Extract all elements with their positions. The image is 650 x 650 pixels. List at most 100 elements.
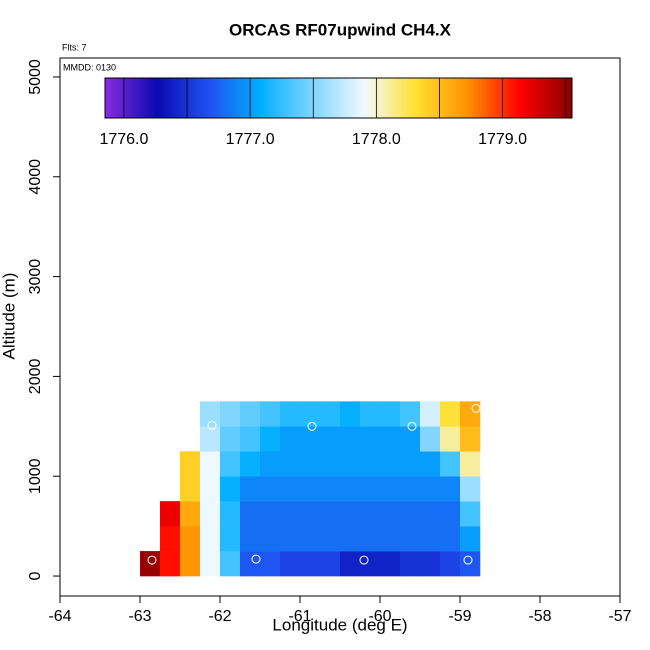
heatmap-cell [460,526,481,552]
y-tick-label: 0 [27,571,44,580]
heatmap-cell [460,401,481,427]
heatmap-cell [280,451,301,477]
heatmap-cell [440,426,461,452]
colorbar-tick-label: 1778.0 [352,131,401,148]
heatmap-cell [320,476,341,502]
heatmap-cell [220,476,241,502]
heatmap-cell [340,526,361,552]
heatmap-cell [300,551,321,577]
heatmap-cell [400,476,421,502]
heatmap-cell [280,501,301,527]
heatmap-cell [460,501,481,527]
heatmap-cell [380,426,401,452]
heatmap-cell [220,551,241,577]
y-tick-label: 1000 [27,458,44,494]
heatmap-cell [200,501,221,527]
heatmap-cell [380,401,401,427]
heatmap-cell [240,501,261,527]
heatmap-cell [220,526,241,552]
heatmap-cell [340,451,361,477]
x-tick-label: -59 [448,608,471,625]
heatmap-cell [400,551,421,577]
heatmap-cell [440,526,461,552]
heatmap-cell [220,401,241,427]
flight-point [307,421,317,431]
heatmap-cell [420,451,441,477]
heatmap-cell [420,426,441,452]
flight-point [359,555,369,565]
heatmap-cell [440,501,461,527]
heatmap-cell [300,401,321,427]
heatmap-cell [420,501,441,527]
colorbar [104,77,573,119]
colorbar-tick-label: 1776.0 [99,131,148,148]
heatmap-cell [360,476,381,502]
heatmap-cell [400,451,421,477]
heatmap-cell [160,551,181,577]
heatmap-cell [440,401,461,427]
y-axis-label: Altitude (m) [0,273,18,360]
heatmap-cell [400,426,421,452]
heatmap-cell [320,426,341,452]
x-tick-label: -57 [608,608,631,625]
y-tick-label: 3000 [27,259,44,295]
heatmap-cell [340,551,361,577]
heatmap-cell [380,551,401,577]
x-tick-label: -62 [208,608,231,625]
heatmap-cell [260,501,281,527]
x-tick-label: -60 [368,608,391,625]
heatmap-cell [200,526,221,552]
heatmap-cell [320,451,341,477]
heatmap-cell [200,426,221,452]
heatmap-cell [260,426,281,452]
heatmap-cell [260,476,281,502]
heatmap-cell [280,401,301,427]
heatmap-cell [180,551,201,577]
heatmap-cell [380,526,401,552]
heatmap-cell [260,451,281,477]
heatmap-cell [460,476,481,502]
heatmap-cell [240,476,261,502]
heatmap-cell [340,476,361,502]
heatmap-cell [360,426,381,452]
x-tick-label: -63 [128,608,151,625]
heatmap-cell [460,426,481,452]
heatmap-cell [200,401,221,427]
heatmap-cell [440,476,461,502]
heatmap-cell [180,501,201,527]
heatmap-cell [160,526,181,552]
heatmap-cell [320,401,341,427]
flights-label: Flts: 7 [62,42,87,52]
heatmap-cell [260,551,281,577]
heatmap-cell [280,526,301,552]
heatmap-cell [280,476,301,502]
heatmap-cell [300,426,321,452]
heatmap-cell [380,476,401,502]
heatmap-cell [300,526,321,552]
y-tick-label: 4000 [27,159,44,195]
heatmap-cell [440,451,461,477]
heatmap-cell [360,451,381,477]
heatmap-cell [240,551,261,577]
y-tick-label: 5000 [27,59,44,95]
heatmap-cell [160,501,181,527]
heatmap-cell [340,501,361,527]
heatmap-cell [360,501,381,527]
heatmap-cell [420,476,441,502]
heatmap-cell [300,501,321,527]
heatmap-cell [340,401,361,427]
heatmap-cell [240,401,261,427]
heatmap-cell [320,551,341,577]
plot-frame [59,57,621,597]
heatmap-cell [400,401,421,427]
heatmap-cell [240,451,261,477]
flight-point [251,554,261,564]
colorbar-tick-label: 1777.0 [226,131,275,148]
heatmap-cell [240,426,261,452]
x-tick-label: -58 [528,608,551,625]
heatmap-cell [360,401,381,427]
heatmap-cell [320,526,341,552]
flight-point [463,555,473,565]
